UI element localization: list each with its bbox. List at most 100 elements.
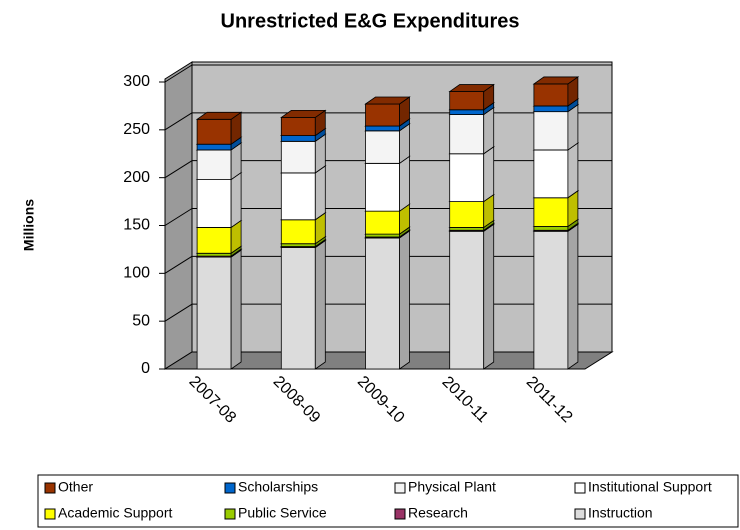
legend-swatch: [224, 508, 236, 520]
bar-front: [280, 243, 316, 247]
legend-label: Physical Plant: [408, 479, 496, 495]
bar-segment: [448, 145, 495, 203]
bar-segment: [364, 155, 411, 212]
legend-label: Public Service: [238, 505, 327, 521]
side-wall: [164, 61, 193, 370]
bar-segment: [448, 223, 495, 370]
bar-front: [449, 230, 485, 370]
chart-title: Unrestricted E&G Expenditures: [221, 10, 520, 32]
bar-front: [280, 135, 316, 142]
legend: [37, 474, 739, 528]
grid-line: [164, 160, 193, 179]
bar-front: [280, 247, 316, 370]
bar-front: [196, 118, 232, 145]
bar-front: [196, 252, 232, 257]
bar-segment: [280, 239, 327, 370]
bar-front: [449, 153, 485, 202]
bar-front: [533, 111, 569, 151]
bar-front: [196, 227, 232, 254]
y-tick-label: 200: [123, 169, 150, 186]
x-tick-label: 2008-09: [270, 373, 324, 427]
y-tick-label: 0: [141, 360, 150, 377]
bar-side: [399, 155, 410, 212]
bar-front: [533, 197, 569, 227]
bar-front: [196, 149, 232, 180]
bar-top: [448, 84, 495, 92]
y-tick-label: 150: [123, 217, 150, 234]
bar-top: [364, 96, 411, 105]
bar-front: [196, 143, 232, 151]
legend-label: Academic Support: [58, 505, 173, 521]
legend-label: Institutional Support: [588, 479, 712, 495]
legend-label: Other: [58, 479, 93, 495]
grid-line: [164, 112, 193, 131]
bar-segment: [448, 106, 495, 155]
bar-side: [567, 142, 579, 199]
bar-side: [483, 223, 495, 370]
bar-front: [280, 140, 316, 174]
bar-top: [195, 111, 243, 120]
y-tick-label: 50: [132, 312, 150, 329]
legend-swatch: [394, 508, 406, 520]
y-tick-label: 250: [123, 121, 150, 138]
bar-side: [230, 249, 242, 370]
bar-front: [280, 219, 316, 245]
bar-segment: [532, 76, 580, 107]
bar-front: [196, 179, 232, 228]
bar-segment: [532, 142, 580, 199]
bar-front: [449, 91, 485, 111]
bar-top: [532, 76, 580, 85]
bar-front: [280, 172, 316, 221]
grid-line: [164, 64, 193, 83]
bar-front: [449, 109, 485, 115]
bar-front: [280, 116, 316, 136]
bar-segment: [280, 165, 327, 221]
legend-label: Instruction: [588, 505, 653, 521]
bar-segment: [195, 142, 243, 181]
bar-front: [365, 130, 400, 164]
bar-front: [533, 83, 569, 107]
legend-swatch: [44, 508, 56, 520]
bar-segment: [280, 109, 327, 137]
bar-side: [230, 171, 242, 229]
y-axis-label: Millions: [21, 199, 37, 251]
y-tick-label: 100: [123, 265, 150, 282]
bar-segment: [195, 111, 243, 145]
y-tick-label: 300: [123, 73, 150, 90]
legend-swatch: [224, 482, 236, 494]
bar-front: [365, 237, 400, 370]
bar-front: [533, 149, 569, 199]
bar-front: [365, 233, 400, 238]
bar-segment: [195, 171, 243, 229]
bar-side: [314, 239, 326, 370]
grid-line: [164, 208, 193, 226]
legend-label: Research: [408, 505, 468, 521]
legend-swatch: [574, 482, 586, 494]
bar-front: [365, 210, 400, 235]
bar-segment: [364, 230, 411, 370]
grid-line: [164, 303, 193, 322]
bar-front: [365, 103, 400, 127]
bar-side: [483, 106, 495, 155]
x-tick-label: 2011-12: [523, 373, 576, 426]
legend-swatch: [44, 482, 56, 494]
bar-front: [533, 105, 569, 113]
grid-line: [164, 255, 193, 274]
bar-segment: [195, 249, 243, 370]
bar-side: [567, 103, 579, 151]
bar-side: [483, 145, 495, 203]
bar-front: [449, 114, 485, 155]
legend-swatch: [394, 482, 406, 494]
legend-swatch: [574, 508, 586, 520]
bar-front: [365, 162, 400, 212]
bar-segment: [364, 96, 411, 127]
bar-front: [365, 125, 400, 132]
bar-front: [533, 230, 569, 370]
bar-front: [196, 256, 232, 370]
bar-top: [280, 109, 327, 118]
bar-segment: [448, 83, 495, 111]
bar-front: [449, 227, 485, 231]
x-tick-label: 2010-11: [439, 373, 492, 426]
bar-front: [533, 226, 569, 231]
